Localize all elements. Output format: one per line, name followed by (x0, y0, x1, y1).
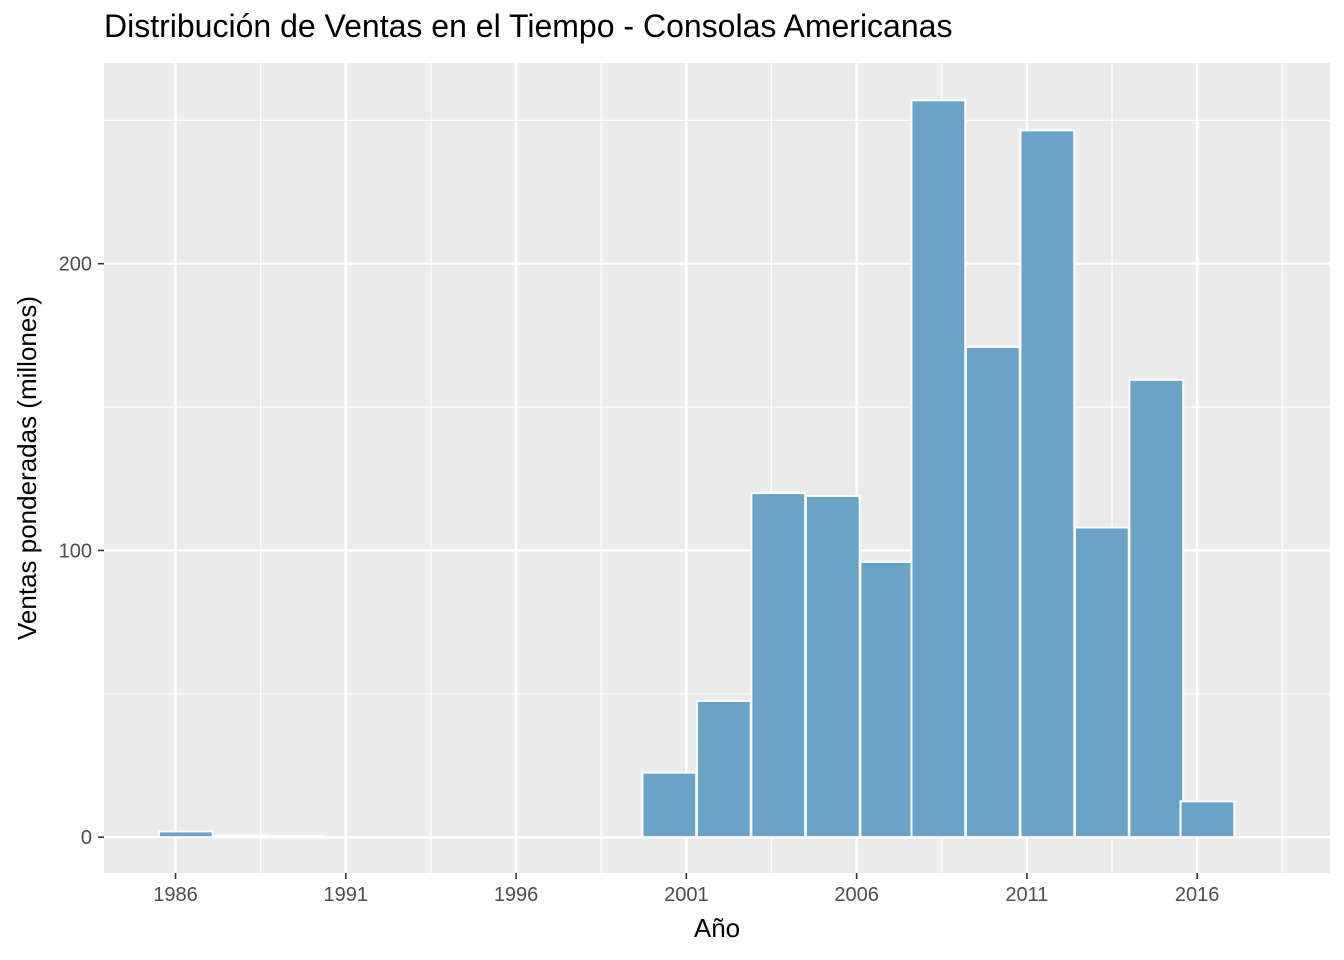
histogram-bar (266, 835, 323, 839)
x-tick-label: 1996 (494, 884, 539, 906)
histogram-bar (1073, 526, 1130, 839)
x-tick-label: 1986 (153, 884, 198, 906)
y-axis-title: Ventas ponderadas (millones) (12, 296, 42, 640)
x-tick-label: 2011 (1005, 884, 1048, 906)
histogram-bar (426, 835, 483, 839)
histogram-bar (1019, 129, 1076, 839)
histogram-bar (964, 345, 1021, 839)
histogram-bar (695, 699, 752, 839)
x-tick-label: 2001 (664, 884, 709, 906)
histogram-bar (641, 771, 698, 839)
x-tick-label: 2006 (834, 884, 879, 906)
chart-title: Distribución de Ventas en el Tiempo - Co… (104, 8, 953, 44)
x-tick-label: 1991 (324, 884, 369, 906)
histogram-bar (481, 835, 538, 839)
x-axis: 1986 1991 1996 2001 2006 2011 2016 (153, 873, 1219, 906)
histogram-bar (1179, 800, 1236, 839)
histogram-bar (910, 99, 967, 839)
histogram-bar (535, 835, 592, 839)
histogram-bar (750, 492, 807, 839)
x-tick-label: 2016 (1175, 884, 1220, 906)
y-tick-label: 200 (59, 254, 92, 276)
histogram-bar (157, 830, 214, 839)
histogram-bar (590, 835, 647, 839)
histogram-bar (804, 494, 861, 839)
y-tick-label: 100 (59, 540, 92, 562)
x-axis-title: Año (694, 913, 740, 943)
histogram-bar (372, 835, 429, 839)
y-tick-label: 0 (81, 827, 92, 849)
y-axis: 0 100 200 (59, 254, 104, 849)
histogram-bar (321, 835, 378, 839)
histogram-bars (157, 99, 1236, 839)
histogram-bar (1128, 378, 1185, 839)
histogram-bar (212, 834, 269, 839)
histogram-bar (859, 560, 916, 839)
